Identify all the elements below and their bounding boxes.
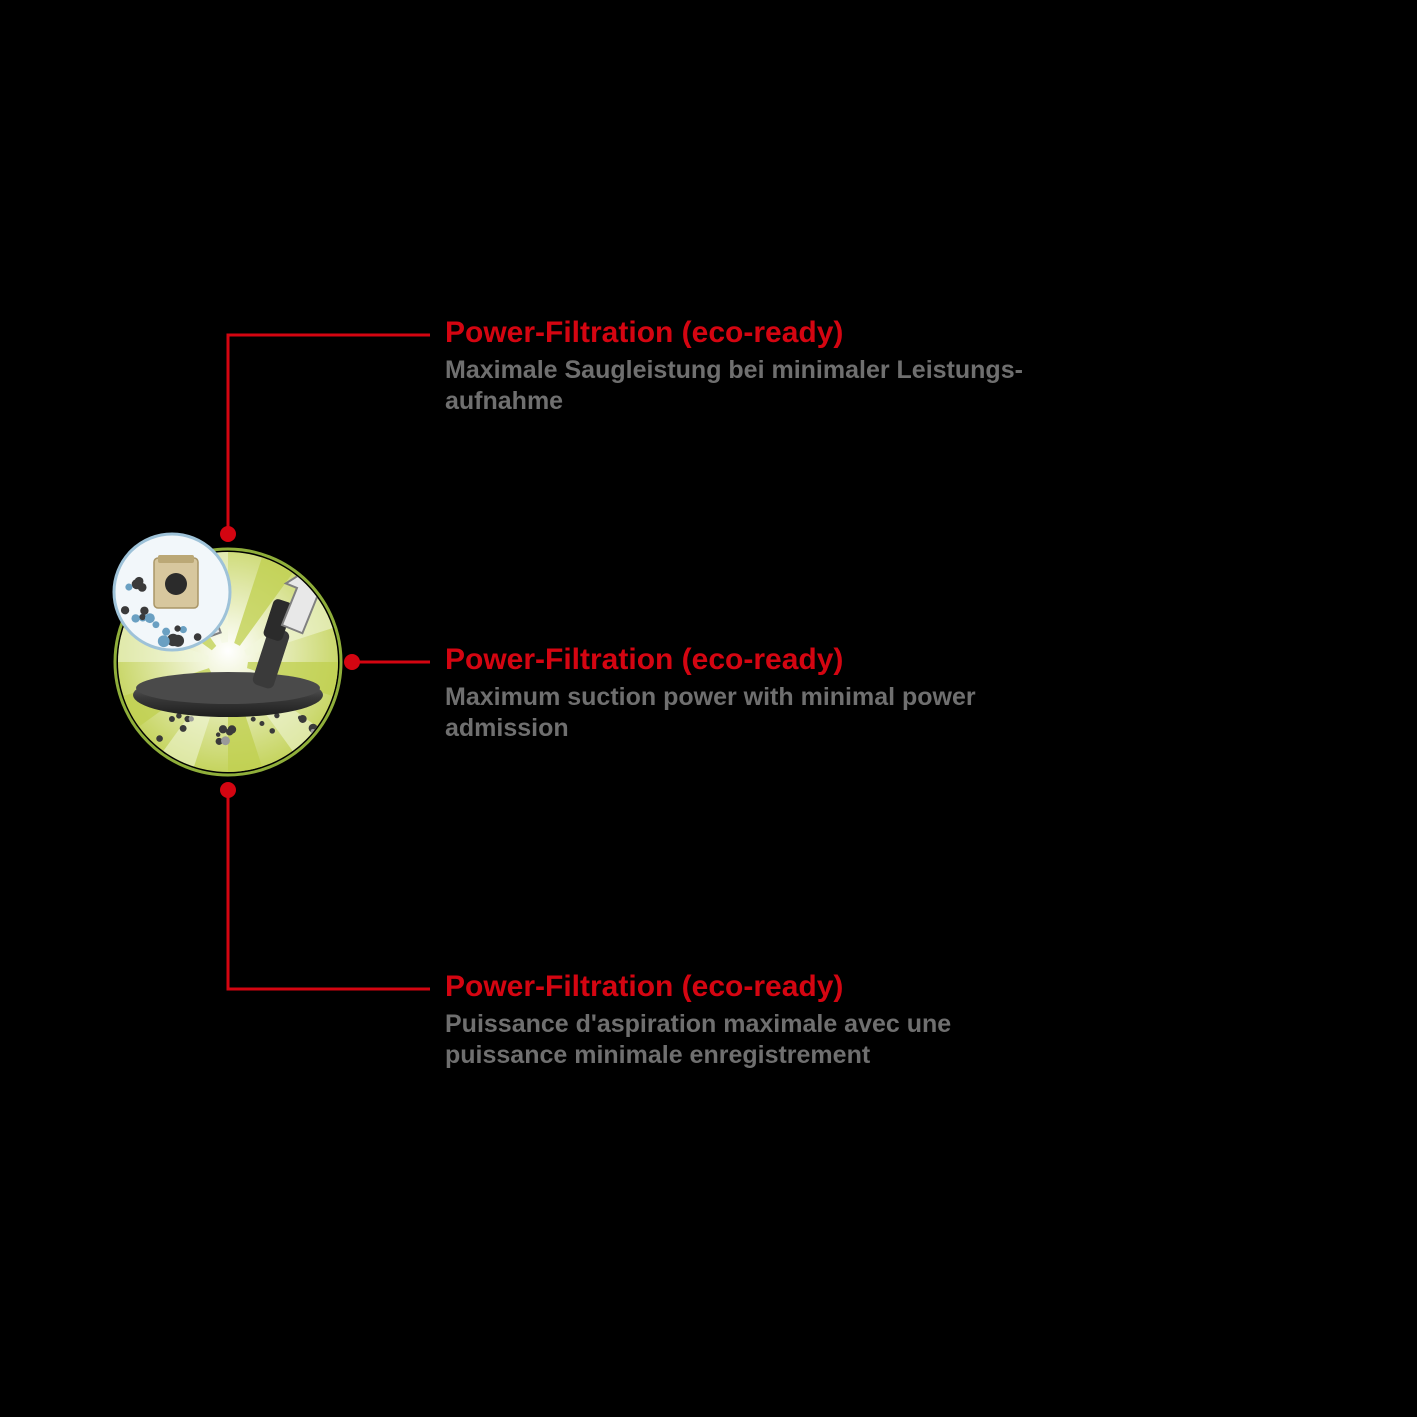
callout-desc-fr: Puissance d'aspiration maximale avec une… xyxy=(445,1009,1165,1072)
diagram-canvas: Power-Filtration (eco-ready) Maximale Sau… xyxy=(0,0,1417,1417)
callout-title-fr: Power-Filtration (eco-ready) xyxy=(445,970,1165,1003)
callout-title-en: Power-Filtration (eco-ready) xyxy=(445,643,1165,676)
callout-desc-en: Maximum suction power with minimal power… xyxy=(445,682,1165,745)
callout-title-de: Power-Filtration (eco-ready) xyxy=(445,316,1165,349)
callout-desc-de: Maximale Saugleistung bei minimaler Leis… xyxy=(445,355,1165,418)
